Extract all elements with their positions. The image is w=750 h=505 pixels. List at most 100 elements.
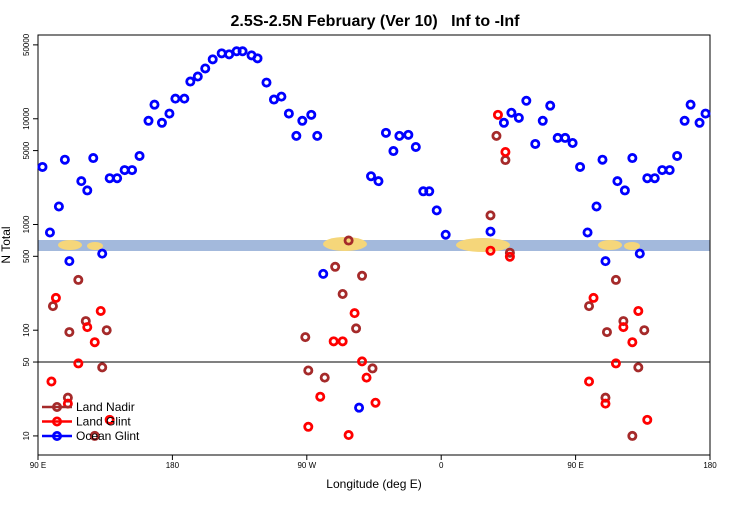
- point: [276, 91, 287, 102]
- point: [424, 186, 435, 197]
- point: [337, 336, 348, 347]
- y-tick-label: 500: [22, 249, 31, 263]
- point: [373, 176, 384, 187]
- legend-label: Land Nadir: [76, 400, 135, 414]
- point: [679, 115, 690, 126]
- point: [319, 372, 330, 383]
- x-tick-label: 180: [703, 461, 717, 470]
- y-tick-label: 10: [22, 431, 31, 440]
- point: [361, 372, 372, 383]
- point: [64, 256, 75, 267]
- point: [185, 76, 196, 87]
- point: [627, 337, 638, 348]
- point: [584, 376, 595, 387]
- x-tick-label: 90 E: [30, 461, 46, 470]
- point: [328, 336, 339, 347]
- point: [37, 161, 48, 172]
- point: [237, 46, 248, 57]
- point: [366, 171, 377, 182]
- point: [600, 398, 611, 409]
- point: [506, 107, 517, 118]
- point: [601, 327, 612, 338]
- point: [89, 430, 100, 441]
- point: [164, 108, 175, 119]
- point: [357, 356, 368, 367]
- point: [354, 402, 365, 413]
- point: [521, 95, 532, 106]
- point: [143, 115, 154, 126]
- point: [567, 137, 578, 148]
- point: [127, 165, 138, 176]
- point: [530, 138, 541, 149]
- point: [582, 227, 593, 238]
- point: [485, 210, 496, 221]
- point: [485, 245, 496, 256]
- point: [664, 165, 675, 176]
- x-tick-label: 90 E: [567, 461, 583, 470]
- point: [283, 108, 294, 119]
- legend-marker: [52, 430, 63, 441]
- plot-frame: [37, 34, 711, 456]
- point: [101, 325, 112, 336]
- point: [485, 226, 496, 237]
- point: [82, 185, 93, 196]
- point: [47, 301, 58, 312]
- point: [649, 173, 660, 184]
- point: [261, 77, 272, 88]
- point: [192, 71, 203, 82]
- point: [134, 150, 145, 161]
- point: [97, 362, 108, 373]
- point: [170, 93, 181, 104]
- point: [64, 327, 75, 338]
- point: [575, 161, 586, 172]
- point: [591, 201, 602, 212]
- point: [627, 430, 638, 441]
- point: [351, 323, 362, 334]
- point: [343, 430, 354, 441]
- point: [300, 332, 311, 343]
- point: [216, 48, 227, 59]
- point: [633, 305, 644, 316]
- point: [394, 130, 405, 141]
- point: [498, 117, 509, 128]
- chart-title: 2.5S-2.5N February (Ver 10) Inf to -Inf: [231, 13, 521, 30]
- point: [112, 173, 123, 184]
- point: [82, 322, 93, 333]
- point: [545, 100, 556, 111]
- point: [431, 205, 442, 216]
- point: [633, 362, 644, 373]
- point: [504, 251, 515, 262]
- y-tick-label: 1000: [22, 215, 31, 233]
- point: [537, 115, 548, 126]
- point: [312, 130, 323, 141]
- x-axis-label: Longitude (deg E): [326, 477, 421, 491]
- point: [504, 247, 515, 258]
- point: [639, 325, 650, 336]
- point: [303, 365, 314, 376]
- x-tick-label: 90 W: [297, 461, 316, 470]
- point: [672, 150, 683, 161]
- point: [600, 256, 611, 267]
- point: [73, 274, 84, 285]
- point: [410, 141, 421, 152]
- point: [156, 117, 167, 128]
- x-tick-label: 0: [439, 461, 444, 470]
- point: [46, 376, 57, 387]
- point: [315, 391, 326, 402]
- point: [513, 112, 524, 123]
- point: [291, 130, 302, 141]
- legend-marker: [52, 401, 63, 412]
- point: [50, 292, 61, 303]
- point: [76, 176, 87, 187]
- point: [44, 227, 55, 238]
- point: [492, 109, 503, 120]
- point: [491, 130, 502, 141]
- point: [349, 308, 360, 319]
- y-tick-label: 5000: [22, 141, 31, 159]
- point: [104, 414, 115, 425]
- point: [59, 154, 70, 165]
- point: [97, 248, 108, 259]
- legend-label: Ocean Glint: [76, 429, 140, 443]
- point: [627, 153, 638, 164]
